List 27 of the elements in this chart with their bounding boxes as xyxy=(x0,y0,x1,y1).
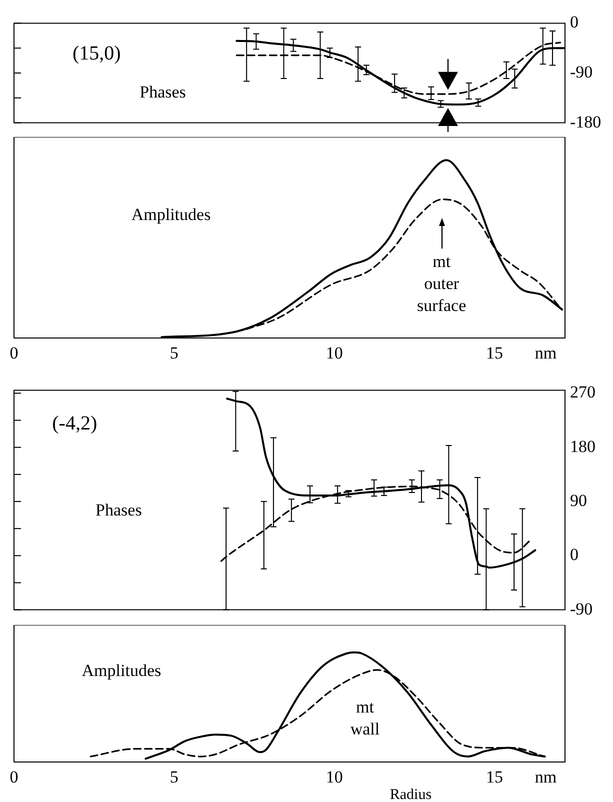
annotation: Phases xyxy=(96,500,142,520)
x-tick-label: 10 xyxy=(326,344,343,363)
x-tick-label: 5 xyxy=(170,344,178,363)
annotation: mt wall xyxy=(350,697,380,738)
annotation: Amplitudes xyxy=(131,204,211,224)
x-tick-label: 15 xyxy=(486,768,504,787)
x-tick-label: 5 xyxy=(170,768,178,787)
x-axis-title: Radius xyxy=(390,786,432,802)
y-tick-label: 180 xyxy=(570,436,596,456)
y-tick-label: 90 xyxy=(570,490,587,510)
y-tick-label: -90 xyxy=(570,599,593,618)
annotation: Amplitudes xyxy=(82,661,162,680)
y-tick-label: -90 xyxy=(570,62,593,82)
y-tick-label: -180 xyxy=(570,112,602,132)
x-tick-label: 0 xyxy=(10,768,18,787)
annotation: mt outer surface xyxy=(417,252,466,316)
x-tick-label: nm xyxy=(534,768,557,787)
x-tick-label: 10 xyxy=(326,768,343,787)
x-tick-label: 15 xyxy=(486,344,504,363)
y-tick-label: 0 xyxy=(570,12,578,32)
annotation: Phases xyxy=(140,82,186,102)
annotation: (15,0) xyxy=(72,42,121,64)
x-tick-label: nm xyxy=(534,344,557,363)
y-tick-label: 270 xyxy=(570,382,596,402)
annotation: (-4,2) xyxy=(52,412,98,434)
y-tick-label: 0 xyxy=(570,545,578,564)
x-tick-label: 0 xyxy=(10,344,18,363)
